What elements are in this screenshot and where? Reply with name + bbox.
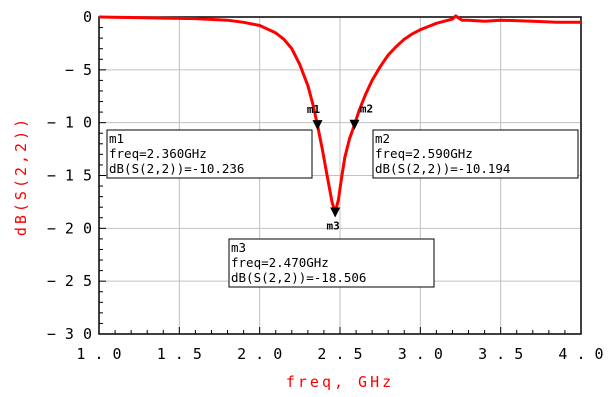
marker-m1-readout: m1 [109, 131, 124, 146]
marker-m1-label: m1 [307, 103, 321, 116]
marker-m1-box [106, 129, 313, 179]
marker-annotations: m1freq=2.360GHzdB(S(2,2))=-10.236m2freq=… [106, 129, 579, 288]
x-tick-label: 1 . 5 [157, 345, 202, 363]
x-tick-label: 2 . 0 [237, 345, 282, 363]
x-tick-label: 2 . 5 [317, 345, 362, 363]
marker-m3-label: m3 [327, 220, 340, 233]
marker-m3-readout: freq=2.470GHz [231, 255, 329, 270]
markers: m1 m2 m3 [307, 103, 373, 233]
marker-m2-box [372, 129, 579, 179]
marker-m1-readout: freq=2.360GHz [109, 146, 207, 161]
y-tick-label: − 5 [65, 61, 92, 79]
y-tick-label: 0 [83, 8, 92, 26]
marker-m2-label: m2 [360, 103, 373, 116]
marker-m3-triangle [330, 207, 341, 218]
marker-m2-readout: m2 [375, 131, 390, 146]
marker-m2-triangle [349, 119, 360, 130]
x-tick-label: 3 . 0 [398, 345, 443, 363]
x-tick-label: 1 . 0 [76, 345, 121, 363]
marker-m2-readout: dB(S(2,2))=-10.194 [375, 161, 510, 176]
marker-m1-triangle [312, 120, 323, 131]
y-tick-label: − 3 0 [47, 325, 92, 343]
y-tick-labels: 0 − 5 − 1 0 − 1 5 − 2 0 − 2 5 − 3 0 [47, 8, 92, 343]
y-tick-label: − 1 5 [47, 167, 92, 185]
x-tick-labels: 1 . 0 1 . 5 2 . 0 2 . 5 3 . 0 3 . 5 4 . 0 [76, 345, 603, 363]
y-tick-label: − 2 5 [47, 272, 92, 290]
x-axis-title: freq, GHz [286, 373, 394, 391]
y-tick-label: − 1 0 [47, 114, 92, 132]
marker-m3-readout: dB(S(2,2))=-18.506 [231, 270, 366, 285]
y-tick-label: − 2 0 [47, 219, 92, 237]
marker-m1-readout: dB(S(2,2))=-10.236 [109, 161, 244, 176]
y-axis-title: dB(S(2,2)) [12, 116, 30, 236]
marker-m3-readout: m3 [231, 240, 246, 255]
marker-m3-box [228, 238, 435, 288]
x-tick-label: 3 . 5 [478, 345, 523, 363]
tick-marks [98, 16, 582, 335]
x-tick-label: 4 . 0 [558, 345, 603, 363]
marker-m2-readout: freq=2.590GHz [375, 146, 473, 161]
